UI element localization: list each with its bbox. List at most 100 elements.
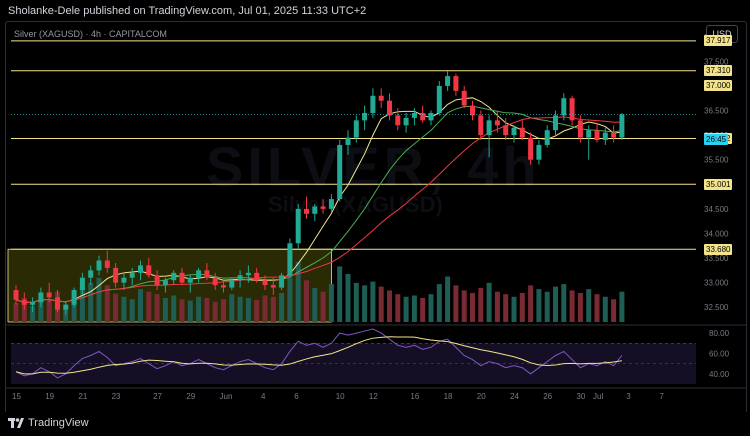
volume-bar: [594, 294, 600, 322]
volume-bar: [328, 284, 334, 322]
candle-body: [229, 280, 235, 288]
level-price-tag: 35.001: [704, 178, 733, 190]
candle-body: [577, 120, 583, 138]
volume-bar: [395, 294, 401, 322]
candle-body: [71, 290, 77, 305]
candle-body: [453, 76, 459, 91]
candle-body: [38, 292, 44, 303]
candle-body: [13, 290, 19, 300]
tradingview-logo[interactable]: TradingView: [8, 417, 89, 429]
candle-body: [46, 292, 52, 298]
volume-bar: [619, 291, 625, 322]
level-price-tag: 33.680: [704, 243, 733, 255]
volume-bar: [561, 284, 567, 322]
volume-bar: [129, 299, 135, 322]
volume-bar: [370, 281, 376, 322]
price-axis-label: 34.500: [704, 205, 729, 214]
volume-bar: [88, 282, 94, 322]
candle-body: [96, 260, 102, 271]
time-axis-label: 4: [261, 392, 266, 401]
volume-bar: [138, 289, 143, 322]
symbol-legend[interactable]: Silver (XAGUSD) · 4h · CAPITALCOM: [14, 29, 167, 39]
volume-bar: [113, 293, 119, 322]
rsi-axis-label: 80.00: [709, 329, 730, 338]
level-price-tag: 37.000: [704, 80, 733, 92]
candle-body: [304, 208, 309, 214]
candle-body: [279, 275, 285, 288]
candle-body: [121, 277, 127, 283]
time-axis-label: 30: [576, 392, 585, 401]
candle-body: [594, 130, 600, 141]
price-axis-label: 35.500: [704, 156, 729, 165]
volume-bar: [229, 294, 235, 322]
time-axis-label: 19: [45, 392, 54, 401]
volume-bar: [403, 296, 409, 322]
volume-bar: [21, 298, 27, 322]
candle-body: [262, 280, 268, 286]
candle-body: [146, 265, 152, 276]
candle-body: [411, 112, 417, 118]
candle-body: [320, 206, 326, 209]
candle-body: [104, 260, 110, 268]
candle-body: [55, 297, 60, 310]
volume-bar: [270, 296, 276, 322]
volume-bar: [121, 296, 127, 322]
candle-body: [129, 272, 135, 278]
rsi-line: [15, 328, 623, 379]
volume-bar: [279, 292, 285, 322]
candle-body: [470, 105, 475, 116]
time-axis-label: 15: [12, 392, 21, 401]
volume-bar: [262, 295, 268, 322]
candle-body: [312, 206, 318, 214]
candle-body: [345, 137, 351, 145]
volume-bar: [511, 296, 517, 322]
candle-body: [511, 127, 517, 136]
time-axis-label: 16: [410, 392, 419, 401]
candle-body: [196, 270, 202, 278]
rsi-axis-label: 40.00: [709, 370, 730, 379]
volume-bar: [187, 300, 193, 322]
volume-bar: [104, 285, 110, 322]
candle-body: [21, 299, 27, 305]
time-axis-label: 12: [369, 392, 378, 401]
volume-bar: [553, 286, 558, 322]
volume-bar: [528, 285, 534, 322]
volume-bar: [362, 285, 368, 322]
volume-bar: [436, 284, 442, 322]
candle-body: [221, 285, 226, 288]
volume-bar: [453, 285, 459, 322]
candle-body: [461, 90, 467, 106]
ma-slow-line: [15, 116, 622, 303]
candle-body: [353, 120, 359, 138]
candle-body: [586, 130, 592, 138]
volume-bar: [295, 262, 301, 322]
candle-body: [171, 272, 177, 281]
top-bar: Sholanke-Dele published on TradingView.c…: [0, 0, 750, 22]
volume-bar: [445, 276, 451, 322]
publish-info: Sholanke-Dele published on TradingView.c…: [8, 5, 367, 17]
volume-bar: [486, 282, 492, 322]
time-axis-label: Jul: [593, 392, 603, 401]
candle-body: [212, 277, 218, 286]
candle-body: [403, 117, 409, 126]
candle-body: [328, 199, 334, 209]
candle-body: [337, 144, 343, 200]
price-axis-label: 33.500: [704, 254, 729, 263]
volume-bar: [38, 295, 44, 322]
chart-panel[interactable]: SILVER, 4h Silver (XAGUSD) 32.500 33.000 3…: [5, 21, 747, 414]
candle-body: [378, 95, 384, 101]
price-chart[interactable]: 32.50033.00033.50034.00034.50035.00035.5…: [6, 22, 746, 413]
brand-name: TradingView: [28, 417, 89, 429]
candle-body: [245, 272, 251, 276]
volume-bar: [30, 306, 36, 322]
volume-bar: [179, 299, 185, 322]
time-axis-label: 10: [336, 392, 345, 401]
volume-bar: [337, 266, 343, 322]
time-axis-label: 27: [153, 392, 162, 401]
volume-bar: [494, 291, 500, 322]
volume-bar: [428, 294, 434, 322]
volume-bar: [245, 298, 251, 322]
candle-body: [478, 115, 484, 136]
candle-body: [138, 265, 143, 273]
volume-bar: [146, 291, 152, 322]
